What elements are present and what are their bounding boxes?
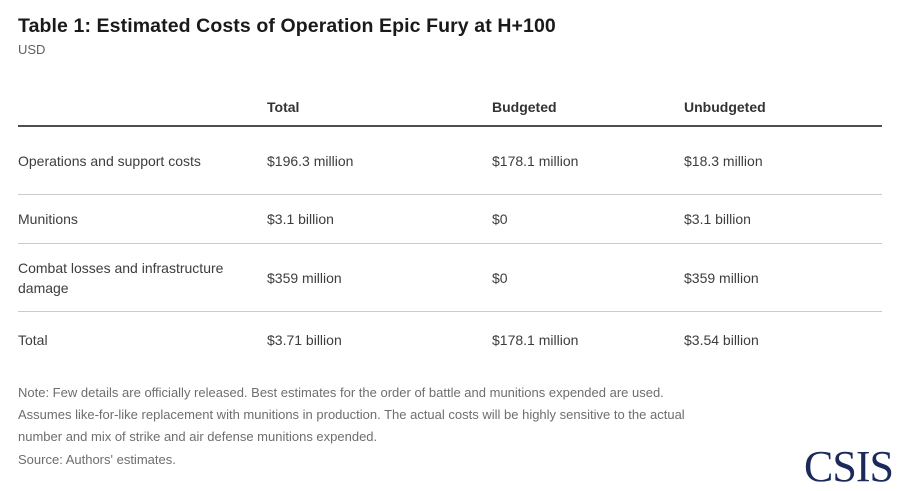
row-label: Combat losses and infrastructure damage (18, 259, 224, 296)
cell-unbudgeted: $18.3 million (684, 152, 763, 169)
cell-total: $196.3 million (267, 152, 354, 169)
table-row: Munitions $3.1 billion $0 $3.1 billion (18, 195, 882, 245)
header-cell-unbudgeted: Unbudgeted (684, 99, 766, 116)
table-header-row: Total Budgeted Unbudgeted (18, 99, 882, 128)
source-line: Source: Authors' estimates. (18, 452, 176, 468)
row-label: Total (18, 332, 48, 349)
row-label: Munitions (18, 211, 78, 228)
table-row: Combat losses and infrastructure damage … (18, 244, 882, 313)
table-note: Note: Few details are officially release… (18, 382, 882, 448)
csis-logo: CSIS (804, 442, 894, 491)
cell-unbudgeted: $3.54 billion (684, 332, 759, 349)
cell-budgeted: $178.1 million (492, 332, 579, 349)
cell-total: $3.71 billion (267, 332, 342, 349)
cell-budgeted: $0 (492, 269, 508, 286)
note-line: Note: Few details are officially release… (18, 385, 664, 401)
cell-total: $359 million (267, 269, 342, 286)
cost-table: Total Budgeted Unbudgeted Operations and… (18, 99, 882, 368)
figure-unit-label: USD (18, 42, 46, 58)
cell-total: $3.1 billion (267, 211, 334, 228)
table-row: Operations and support costs $196.3 mill… (18, 127, 882, 196)
header-cell-budgeted: Budgeted (492, 99, 557, 116)
cell-budgeted: $178.1 million (492, 152, 579, 169)
header-cell-total: Total (267, 99, 300, 116)
row-label: Operations and support costs (18, 152, 201, 169)
note-line: number and mix of strike and air defense… (18, 429, 378, 445)
cell-unbudgeted: $3.1 billion (684, 211, 751, 228)
cell-budgeted: $0 (492, 211, 508, 228)
table-row-total: Total $3.71 billion $178.1 million $3.54… (18, 312, 882, 368)
figure-title: Table 1: Estimated Costs of Operation Ep… (18, 15, 556, 37)
note-line: Assumes like-for-like replacement with m… (18, 407, 685, 423)
cell-unbudgeted: $359 million (684, 269, 759, 286)
